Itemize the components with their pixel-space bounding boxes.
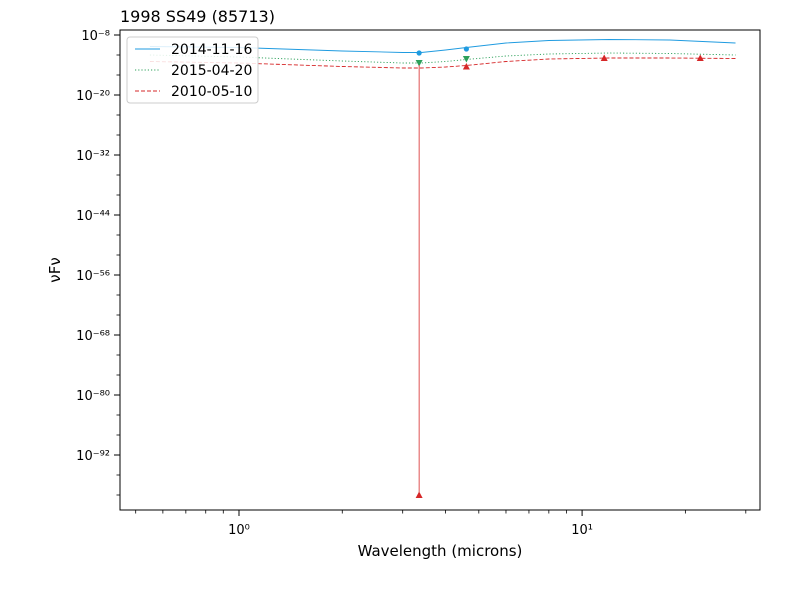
- series-line: [149, 57, 736, 69]
- chart-title: 1998 SS49 (85713): [120, 7, 275, 26]
- data-point: [416, 50, 422, 56]
- data-point: [415, 60, 423, 67]
- y-tick-label: 10⁻³²: [76, 149, 110, 164]
- x-axis-title: Wavelength (microns): [358, 542, 523, 560]
- y-tick-label: 10⁻⁴⁴: [76, 209, 110, 224]
- data-point: [696, 54, 704, 61]
- data-point: [463, 46, 469, 52]
- legend-box: [126, 36, 259, 104]
- x-tick-label: 10⁰: [228, 523, 250, 538]
- y-tick-label: 10⁻⁸: [81, 29, 110, 44]
- data-point: [462, 63, 470, 70]
- legend-label: 2010-05-10: [171, 84, 252, 100]
- y-axis-title: νFν: [46, 257, 64, 282]
- legend-label: 2014-11-16: [171, 42, 252, 58]
- y-tick-label: 10⁻⁹²: [76, 449, 110, 464]
- data-point: [415, 491, 423, 498]
- legend: 2014-11-16 2015-04-20 2010-05-10: [126, 36, 259, 104]
- axis-ticks: 10⁰ 10¹ 10⁻⁸ 10⁻²⁰ 10⁻³² 10⁻⁴⁴ 10⁻⁵⁶ 10⁻⁶⁸ 10⁻⁸⁰…: [76, 29, 747, 538]
- data-point: [462, 56, 470, 63]
- series-2014-11-16: [149, 39, 736, 56]
- series-line: [149, 39, 736, 53]
- data-point: [600, 54, 608, 61]
- y-tick-label: 10⁻⁵⁶: [76, 269, 110, 284]
- series-2015-04-20: [149, 52, 736, 67]
- series-2010-05-10: [149, 54, 736, 498]
- y-tick-label: 10⁻⁶⁸: [76, 329, 110, 344]
- plot-frame: [119, 29, 761, 511]
- y-tick-label: 10⁻⁸⁰: [76, 389, 110, 404]
- y-tick-label: 10⁻²⁰: [76, 89, 110, 104]
- x-tick-label: 10¹: [571, 523, 593, 538]
- plot-marks: [149, 39, 736, 498]
- legend-label: 2015-04-20: [171, 63, 252, 79]
